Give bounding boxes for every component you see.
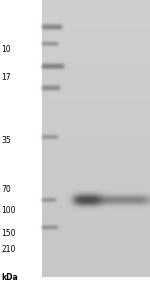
Text: 17: 17 <box>2 73 11 82</box>
Text: 70: 70 <box>2 185 11 194</box>
Text: 210: 210 <box>2 245 16 254</box>
Text: 100: 100 <box>2 206 16 215</box>
Text: kDa: kDa <box>2 273 18 282</box>
Text: 35: 35 <box>2 136 11 145</box>
Text: 150: 150 <box>2 229 16 238</box>
Text: 10: 10 <box>2 46 11 54</box>
